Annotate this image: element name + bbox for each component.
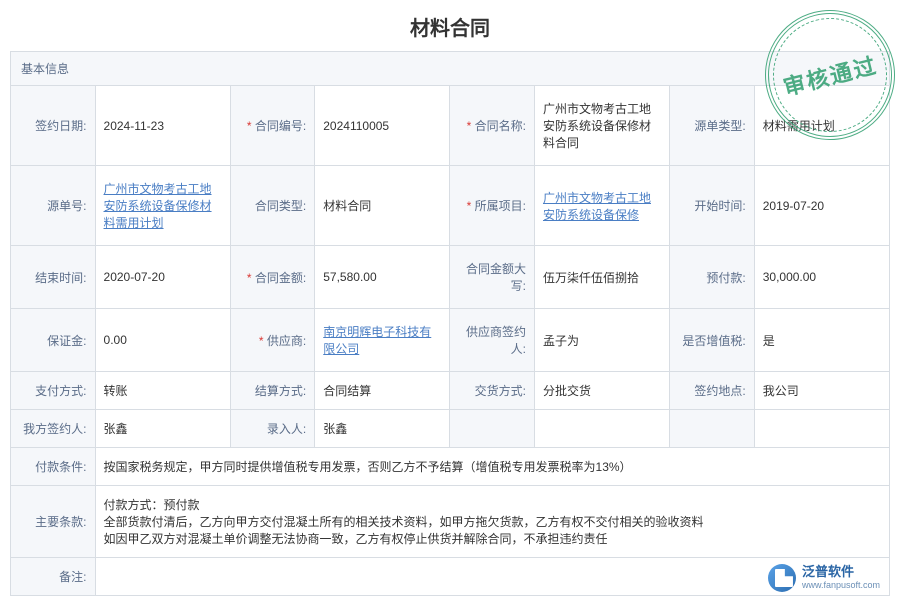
field-label: 合同金额: (230, 246, 315, 309)
field-label: 备注: (11, 558, 96, 596)
field-label: 保证金: (11, 309, 96, 372)
field-value[interactable]: 南京明辉电子科技有限公司 (315, 309, 450, 372)
field-label: 签约地点: (670, 372, 755, 410)
empty-value (754, 410, 889, 448)
field-label: 我方签约人: (11, 410, 96, 448)
field-value[interactable]: 广州市文物考古工地安防系统设备保修材料需用计划 (95, 166, 230, 246)
empty-label (670, 410, 755, 448)
field-label: 结算方式: (230, 372, 315, 410)
link[interactable]: 广州市文物考古工地安防系统设备保修 (543, 191, 651, 222)
field-value: 按国家税务规定，甲方同时提供增值税专用发票，否则乙方不予结算（增值税专用发票税率… (95, 448, 889, 486)
field-value[interactable]: 广州市文物考古工地安防系统设备保修 (534, 166, 669, 246)
field-value: 2024-11-23 (95, 86, 230, 166)
field-value: 转账 (95, 372, 230, 410)
field-label: 供应商: (230, 309, 315, 372)
field-label: 录入人: (230, 410, 315, 448)
field-label: 源单号: (11, 166, 96, 246)
field-label: 付款条件: (11, 448, 96, 486)
logo-en: www.fanpusoft.com (802, 580, 880, 590)
field-value: 孟子为 (534, 309, 669, 372)
field-label: 合同金额大写: (450, 246, 535, 309)
empty-value (534, 410, 669, 448)
field-label: 结束时间: (11, 246, 96, 309)
field-value: 张鑫 (315, 410, 450, 448)
logo-icon (768, 564, 796, 592)
field-value: 材料合同 (315, 166, 450, 246)
field-label: 合同名称: (450, 86, 535, 166)
field-label: 所属项目: (450, 166, 535, 246)
field-label: 开始时间: (670, 166, 755, 246)
field-value: 0.00 (95, 309, 230, 372)
field-value: 张鑫 (95, 410, 230, 448)
link[interactable]: 南京明辉电子科技有限公司 (323, 325, 431, 356)
field-value: 2019-07-20 (754, 166, 889, 246)
field-label: 主要条款: (11, 486, 96, 558)
field-label: 支付方式: (11, 372, 96, 410)
field-value: 30,000.00 (754, 246, 889, 309)
field-value: 分批交货 (534, 372, 669, 410)
field-value: 我公司 (754, 372, 889, 410)
field-value: 广州市文物考古工地安防系统设备保修材料合同 (534, 86, 669, 166)
field-value: 付款方式：预付款 全部货款付清后，乙方向甲方交付混凝土所有的相关技术资料，如甲方… (95, 486, 889, 558)
logo-cn: 泛普软件 (802, 565, 880, 580)
info-table: 签约日期:2024-11-23合同编号:2024110005合同名称:广州市文物… (10, 85, 890, 596)
field-label: 签约日期: (11, 86, 96, 166)
field-value: 伍万柒仟伍佰捌拾 (534, 246, 669, 309)
field-label: 交货方式: (450, 372, 535, 410)
footer-logo: 泛普软件 www.fanpusoft.com (768, 564, 880, 592)
field-value: 是 (754, 309, 889, 372)
field-value: 57,580.00 (315, 246, 450, 309)
link[interactable]: 广州市文物考古工地安防系统设备保修材料需用计划 (104, 182, 212, 230)
field-label: 预付款: (670, 246, 755, 309)
field-label: 供应商签约人: (450, 309, 535, 372)
field-value: 合同结算 (315, 372, 450, 410)
page-title: 材料合同 (0, 0, 900, 51)
field-label: 是否增值税: (670, 309, 755, 372)
field-value: 2024110005 (315, 86, 450, 166)
section-title: 基本信息 (10, 51, 890, 85)
empty-label (450, 410, 535, 448)
field-label: 合同类型: (230, 166, 315, 246)
field-label: 合同编号: (230, 86, 315, 166)
field-value: 2020-07-20 (95, 246, 230, 309)
field-label: 源单类型: (670, 86, 755, 166)
